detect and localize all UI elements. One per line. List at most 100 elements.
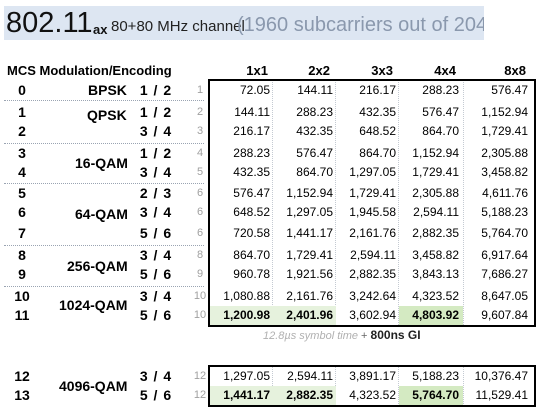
data-rate-cell: 144.11 (234, 105, 270, 119)
data-rate-cell: 864.70 (233, 248, 270, 262)
title-banner: 802.11 ax 80+80 MHz channel (1960 subcar… (4, 6, 484, 40)
data-rate-cell: 576.47 (491, 83, 528, 97)
data-rate-cell: 3,242.64 (349, 289, 396, 303)
data-rate-cell: 1,729.41 (481, 124, 528, 138)
data-rate-cell: 216.17 (233, 124, 270, 138)
data-rate-cell: 864.70 (359, 146, 396, 160)
row-number: 9 (196, 268, 204, 280)
row-number: 1 (196, 84, 204, 96)
data-rate-cell: 3,458.82 (412, 248, 459, 262)
highlight-bg (210, 386, 336, 405)
table-frame (208, 79, 536, 327)
grid-line (398, 366, 399, 406)
mcs-index: 5 (18, 185, 26, 201)
data-rate-cell: 1,080.88 (223, 289, 270, 303)
data-rate-cell: 1,200.98 (223, 308, 270, 322)
data-rate-cell: 3,602.94 (349, 308, 396, 322)
row-number: 6 (196, 227, 204, 239)
data-rate-cell: 960.78 (233, 267, 270, 281)
data-rate-cell: 864.70 (296, 165, 333, 179)
mcs-index: 11 (14, 307, 30, 323)
data-rate-cell: 2,882.35 (412, 226, 459, 240)
coding-rate: 1 / 2 (139, 104, 173, 120)
row-number: 8 (196, 249, 204, 261)
data-rate-cell: 1,921.56 (286, 267, 333, 281)
data-rate-cell: 3,843.13 (412, 267, 459, 281)
data-rate-cell: 288.23 (233, 146, 270, 160)
mcs-index: 4 (18, 164, 26, 180)
data-rate-cell: 2,161.76 (286, 289, 333, 303)
data-rate-cell: 432.35 (359, 105, 396, 119)
row-number: 5 (196, 166, 204, 178)
mcs-index: 12 (14, 368, 30, 384)
data-rate-cell: 2,594.11 (413, 205, 459, 219)
data-rate-cell: 5,188.23 (481, 205, 528, 219)
data-rate-cell: 72.05 (239, 83, 270, 97)
data-rate-cell: 576.47 (422, 105, 459, 119)
modulation-label: 64-QAM (75, 206, 128, 222)
column-header-1x1: 1x1 (246, 63, 268, 78)
data-rate-cell: 216.17 (359, 83, 396, 97)
data-rate-cell: 1,729.41 (349, 186, 396, 200)
row-number: 4 (196, 147, 204, 159)
data-rate-cell: 720.58 (233, 226, 270, 240)
row-number: 12 (193, 370, 207, 382)
data-rate-cell: 5,764.70 (481, 226, 528, 240)
highlight-bg (210, 306, 336, 325)
modulation-label: 1024-QAM (59, 297, 128, 313)
plus-sign: + (361, 330, 368, 342)
standard-name: 802.11 (6, 7, 93, 39)
coding-rate: 3 / 4 (139, 368, 173, 384)
data-rate-cell: 1,297.05 (286, 205, 333, 219)
mcs-index: 1 (18, 104, 26, 120)
column-header-2x2: 2x2 (308, 63, 330, 78)
column-header-8x8: 8x8 (504, 63, 526, 78)
data-rate-cell: 1,152.94 (481, 105, 528, 119)
data-rate-cell: 2,594.11 (350, 248, 396, 262)
mcs-index: 7 (18, 225, 26, 241)
row-number: 3 (196, 125, 204, 137)
data-rate-cell: 3,891.17 (349, 369, 396, 383)
mcs-index: 0 (18, 82, 26, 98)
data-rate-cell: 576.47 (233, 186, 270, 200)
data-rate-cell: 1,297.05 (349, 165, 396, 179)
coding-rate: 3 / 4 (139, 164, 173, 180)
row-number: 10 (193, 309, 207, 321)
channel-label: 80+80 MHz channel (111, 18, 245, 35)
standard-suffix: ax (93, 22, 108, 37)
coding-rate: 3 / 4 (139, 247, 173, 263)
data-rate-cell: 5,764.70 (412, 388, 459, 402)
highlight-bg (399, 386, 463, 405)
data-rate-cell: 1,297.05 (223, 369, 270, 383)
coding-rate: 5 / 6 (139, 307, 173, 323)
group-separator (4, 286, 204, 287)
modulation-label: QPSK (87, 107, 127, 123)
data-rate-cell: 2,401.96 (286, 308, 333, 322)
data-rate-cell: 6,917.64 (481, 248, 528, 262)
data-rate-cell: 1,945.58 (349, 205, 396, 219)
mcs-index: 2 (18, 123, 26, 139)
row-number: 6 (196, 187, 204, 199)
mcs-index: 3 (18, 145, 26, 161)
grid-line (272, 80, 273, 327)
data-rate-cell: 576.47 (296, 146, 333, 160)
mcs-index: 8 (18, 247, 26, 263)
data-rate-cell: 1,729.41 (286, 248, 333, 262)
data-rate-cell: 4,803.92 (412, 308, 459, 322)
data-rate-cell: 3,458.82 (481, 165, 528, 179)
group-separator (4, 245, 204, 246)
data-rate-cell: 1,152.94 (286, 186, 333, 200)
row-number: 10 (193, 290, 207, 302)
guard-interval-note: 800ns GI (370, 328, 421, 342)
data-rate-cell: 4,323.52 (349, 388, 396, 402)
data-rate-cell: 432.35 (296, 124, 333, 138)
coding-rate: 1 / 2 (139, 145, 173, 161)
data-rate-cell: 4,323.52 (412, 289, 459, 303)
highlight-bg (399, 306, 463, 325)
data-rate-cell: 288.23 (422, 83, 459, 97)
row-number: 12 (193, 389, 207, 401)
modulation-label: BPSK (88, 82, 127, 98)
data-rate-cell: 8,647.05 (481, 289, 528, 303)
mcs-index: 6 (18, 204, 26, 220)
data-rate-cell: 4,611.76 (482, 186, 528, 200)
